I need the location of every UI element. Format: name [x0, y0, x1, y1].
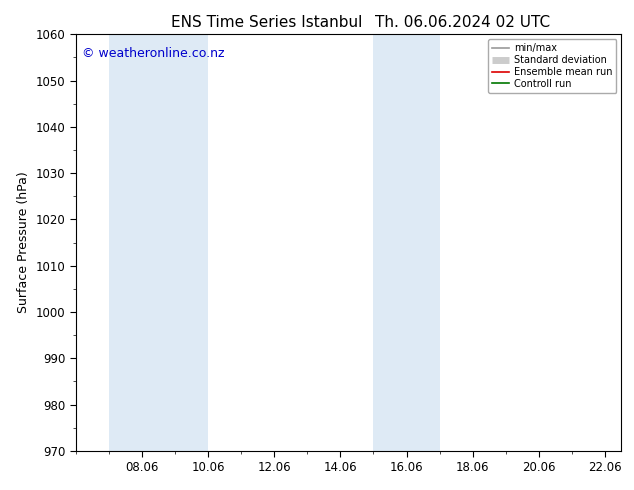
Legend: min/max, Standard deviation, Ensemble mean run, Controll run: min/max, Standard deviation, Ensemble me…	[488, 39, 616, 93]
Bar	[109, 34, 208, 451]
Text: ENS Time Series Istanbul: ENS Time Series Istanbul	[171, 15, 362, 30]
Y-axis label: Surface Pressure (hPa): Surface Pressure (hPa)	[17, 172, 30, 314]
Bar	[373, 34, 439, 451]
Text: © weatheronline.co.nz: © weatheronline.co.nz	[82, 47, 224, 60]
Text: Th. 06.06.2024 02 UTC: Th. 06.06.2024 02 UTC	[375, 15, 550, 30]
